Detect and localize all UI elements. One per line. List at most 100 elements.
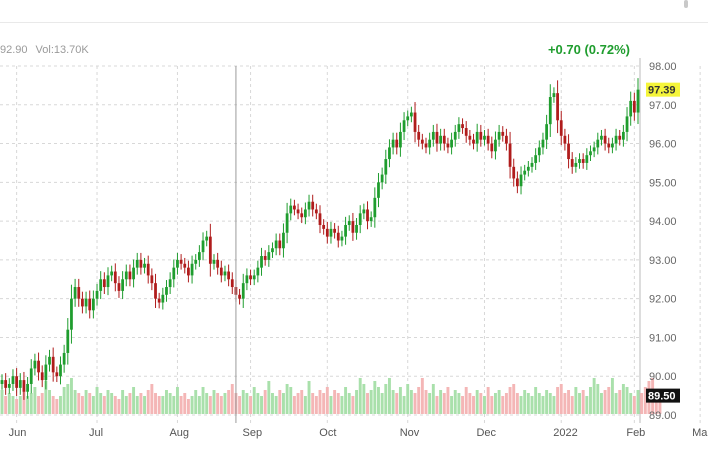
volume-bar [545, 390, 549, 414]
volume-bar [643, 387, 647, 414]
volume-bar [581, 390, 585, 414]
candle-body [300, 213, 304, 218]
candle-body [548, 97, 552, 125]
candle-body [205, 236, 209, 241]
volume-bar [33, 387, 37, 414]
volume-bar [208, 396, 212, 414]
volume-bar [113, 396, 117, 414]
candle-body [431, 131, 435, 140]
volume-bar [194, 390, 198, 414]
volume-bar [358, 378, 362, 414]
candle-body [230, 279, 234, 288]
candle-body [614, 135, 618, 144]
volume-bar [625, 387, 629, 414]
candle-body [307, 201, 311, 210]
volume-bar [139, 393, 143, 414]
candle-body [530, 162, 534, 167]
x-tick-label: Sep [243, 427, 263, 439]
volume-bar [150, 384, 154, 414]
volume-bar [314, 396, 318, 414]
candle-body [340, 236, 344, 241]
volume-bar [340, 396, 344, 414]
volume-bar [303, 396, 307, 414]
candle-body [450, 139, 453, 148]
candle-body [128, 271, 132, 280]
volume-bar [442, 393, 446, 414]
candle-body [282, 232, 285, 249]
volume-bar [307, 381, 311, 414]
candle-body [545, 124, 549, 140]
candle-body [629, 100, 633, 117]
candle-body [322, 224, 326, 229]
volume-bar [362, 384, 366, 414]
volume-bar [183, 393, 187, 414]
candle-body [22, 380, 26, 392]
volume-bar [377, 387, 380, 414]
y-tick-label: 92.00 [649, 294, 677, 306]
candle-body [154, 283, 157, 299]
scrollbar-thumb[interactable] [684, 0, 688, 8]
candle-body [497, 131, 501, 140]
volume-bar [369, 390, 373, 414]
candle-body [91, 298, 95, 311]
volume-bar [380, 393, 384, 414]
candle-body [150, 275, 154, 284]
candle-body [271, 248, 274, 253]
volume-bar [292, 396, 296, 414]
volume-bar [143, 396, 147, 414]
volume-bar [263, 390, 267, 414]
candle-body [556, 93, 559, 121]
candle-body [219, 267, 223, 276]
candle-body [325, 228, 329, 237]
volume-bar [366, 393, 369, 414]
volume-bar [11, 396, 15, 414]
volume-bar [607, 387, 611, 414]
candle-body [212, 259, 216, 264]
volume-bar [241, 390, 245, 414]
candle-body [395, 139, 399, 148]
volume-bar [603, 390, 607, 414]
volume-bar [468, 393, 472, 414]
volume-bar [216, 393, 220, 414]
candle-body [453, 131, 457, 140]
volume-bar [110, 393, 114, 414]
candle-body [256, 267, 260, 276]
volume-bar [457, 393, 461, 414]
volume-bar [640, 393, 644, 414]
y-tick-label: 96.00 [649, 139, 677, 151]
volume-bar [523, 390, 527, 414]
volume-bar [205, 393, 209, 414]
volume-bar [201, 387, 205, 414]
candle-body [179, 259, 183, 264]
volume-bar [227, 390, 231, 414]
candle-body [314, 209, 318, 214]
volume-bar [596, 384, 600, 414]
volume-bar [260, 396, 263, 414]
volume-bar [413, 393, 417, 414]
candle-body [59, 364, 62, 377]
volume-bar [384, 384, 388, 414]
volume-bar [563, 393, 567, 414]
volume-bar [252, 387, 256, 414]
volume-bar [223, 393, 227, 414]
candle-body [621, 131, 625, 140]
volume-bar [311, 393, 315, 414]
candle-body [208, 236, 212, 264]
volume-bar [526, 393, 530, 414]
candle-body [285, 213, 289, 233]
candle-body [143, 263, 146, 268]
volume-bar [333, 390, 337, 414]
volume-bar [519, 396, 523, 414]
volume-bar [154, 393, 157, 414]
candle-body [399, 131, 402, 148]
candle-body [377, 182, 380, 198]
candle-body [435, 131, 439, 144]
y-tick-label: 95.00 [649, 177, 677, 189]
candle-body [494, 139, 497, 152]
candle-body [0, 380, 4, 384]
volume-bar [285, 384, 289, 414]
y-tick-label: 90.00 [649, 371, 677, 383]
candle-body [95, 290, 99, 299]
volume-bar [230, 384, 234, 414]
